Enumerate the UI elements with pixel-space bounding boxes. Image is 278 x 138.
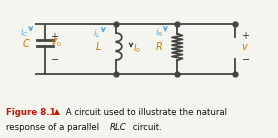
Text: $i_L$: $i_L$ — [93, 27, 100, 40]
Text: $L$: $L$ — [95, 40, 102, 52]
Text: $+$: $+$ — [50, 31, 59, 42]
Text: $-$: $-$ — [50, 53, 59, 63]
Text: response of a parallel: response of a parallel — [6, 124, 101, 132]
Text: $v$: $v$ — [241, 42, 249, 52]
Text: A circuit used to illustrate the natural: A circuit used to illustrate the natural — [63, 108, 227, 117]
Text: circuit.: circuit. — [130, 124, 162, 132]
Text: $C$: $C$ — [22, 37, 31, 49]
Text: $+$: $+$ — [241, 30, 250, 41]
Text: $R$: $R$ — [155, 40, 163, 52]
Text: Figure 8.1: Figure 8.1 — [6, 108, 55, 117]
Text: $-$: $-$ — [241, 53, 250, 63]
Text: $I_0$: $I_0$ — [133, 43, 141, 55]
Text: $V_0$: $V_0$ — [50, 37, 62, 49]
Text: $i_R$: $i_R$ — [155, 27, 163, 39]
Text: $i_C$: $i_C$ — [20, 27, 29, 39]
Text: ▲: ▲ — [54, 107, 60, 116]
Text: RLC: RLC — [110, 124, 126, 132]
